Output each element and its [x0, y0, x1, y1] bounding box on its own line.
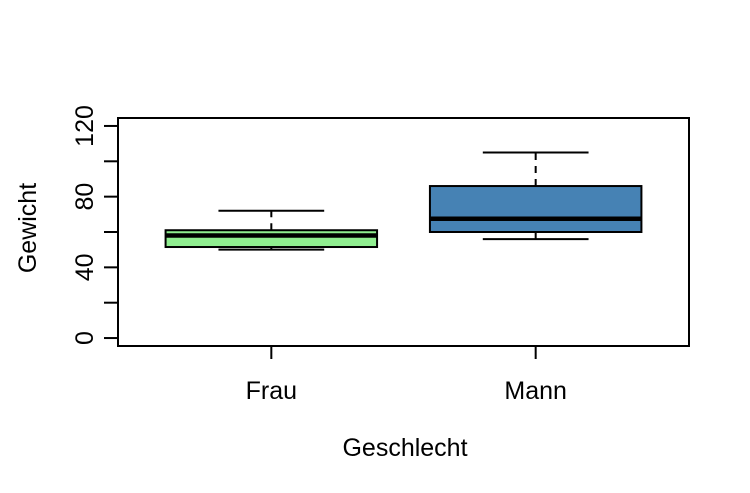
- iqr-box: [428, 185, 643, 233]
- x-tick-label: Mann: [504, 377, 567, 405]
- plot-area: 0 40 80 120 Frau Mann: [71, 105, 690, 405]
- plot-frame: [117, 117, 690, 347]
- iqr-box: [164, 229, 379, 249]
- x-axis-title: Geschlecht: [342, 434, 467, 462]
- y-tick-label: 40: [71, 253, 99, 281]
- y-tick-label: 120: [71, 105, 99, 147]
- y-tick-label: 0: [71, 331, 99, 345]
- y-tick-label: 80: [71, 183, 99, 211]
- x-tick-label: Frau: [246, 377, 297, 405]
- y-axis-title: Gewicht: [14, 183, 42, 273]
